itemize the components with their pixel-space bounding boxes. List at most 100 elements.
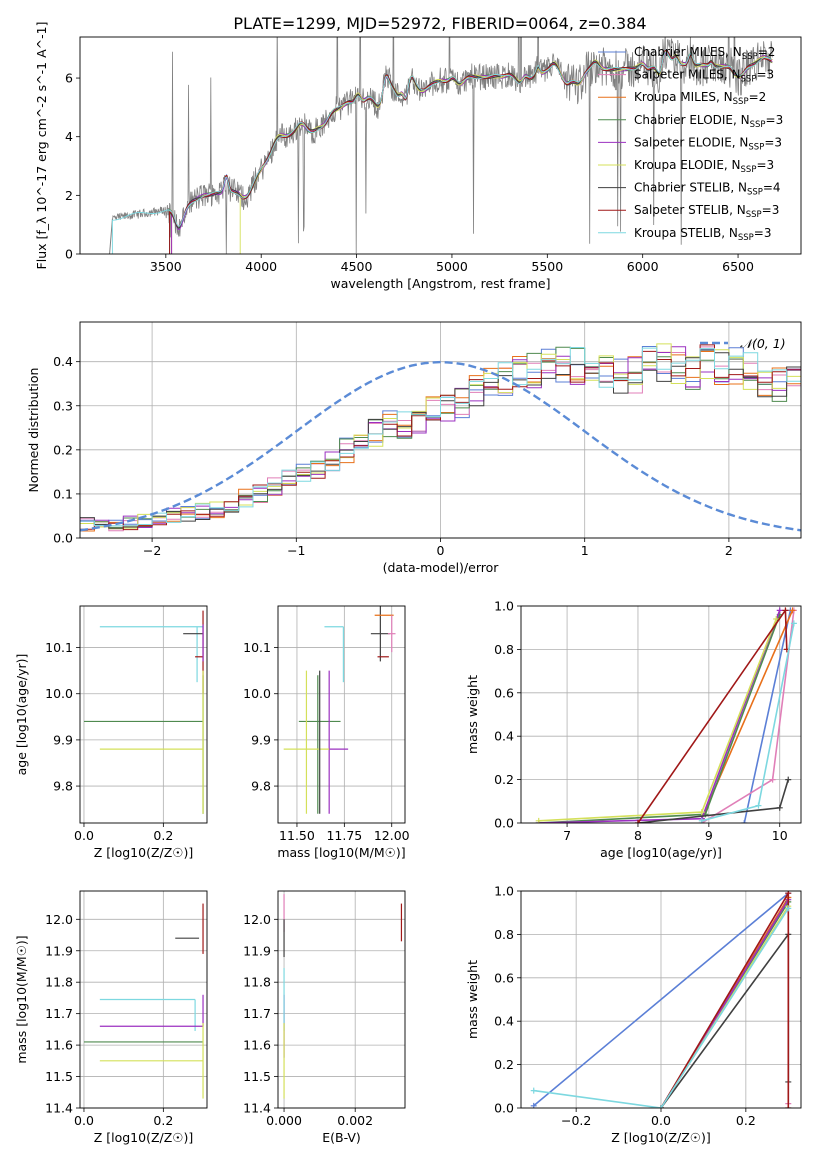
x-tick-label: 7 bbox=[563, 828, 571, 843]
errorbar-salpeter-stelib bbox=[195, 610, 204, 694]
y-tick-label: 6 bbox=[65, 71, 73, 86]
histogram-chabrier-miles bbox=[80, 346, 801, 538]
x-tick-label: 6000 bbox=[627, 259, 659, 274]
axes-frame bbox=[520, 605, 802, 824]
plot-area bbox=[80, 343, 801, 538]
y-tick-label: 0.1 bbox=[53, 486, 73, 501]
histogram-salpeter-miles bbox=[80, 346, 801, 538]
plot-area bbox=[530, 891, 792, 1108]
y-tick-label: 11.4 bbox=[243, 1101, 271, 1116]
errorbar-kroupa-elodie bbox=[99, 1023, 204, 1099]
y-tick-label: 12.0 bbox=[243, 912, 271, 927]
data-spectrum-edge bbox=[109, 218, 113, 254]
axes-frame bbox=[79, 890, 208, 1109]
errorbar-kroupa-elodie bbox=[283, 670, 330, 814]
y-tick-label: 0.2 bbox=[494, 1057, 514, 1072]
errorbar-chabrier-stelib bbox=[370, 606, 390, 662]
legend-entry: Chabrier MILES, NSSP=2 bbox=[634, 45, 775, 62]
y-tick-label: 9.9 bbox=[53, 732, 73, 747]
x-tick-label: 0.2 bbox=[736, 1113, 756, 1128]
model-line-kroupa-elodie bbox=[239, 50, 773, 254]
y-axis-label: Flux [f_λ 10^-17 erg cm^-2 s^-1 A^-1] bbox=[34, 22, 49, 270]
errorbar-salpeter-elodie bbox=[328, 670, 349, 814]
y-tick-label: 11.9 bbox=[243, 943, 271, 958]
weight-line-kroupa-stelib bbox=[698, 620, 797, 823]
legend-entry: Kroupa ELODIE, NSSP=3 bbox=[634, 158, 774, 175]
y-tick-label: 11.5 bbox=[45, 1069, 73, 1084]
y-tick-label: 0.0 bbox=[53, 531, 73, 546]
x-tick-label: −0.2 bbox=[561, 1113, 591, 1128]
x-tick-label: 12.00 bbox=[374, 828, 410, 843]
x-tick-label: 0.0 bbox=[74, 1113, 94, 1128]
errorbar-kroupa-stelib bbox=[99, 626, 204, 683]
y-tick-label: 11.6 bbox=[243, 1038, 271, 1053]
y-tick-label: 0.0 bbox=[494, 1101, 514, 1116]
y-tick-label: 0.8 bbox=[494, 927, 514, 942]
y-tick-label: 9.8 bbox=[53, 779, 73, 794]
x-tick-label: 0.002 bbox=[337, 1113, 373, 1128]
x-tick-label: 0.0 bbox=[651, 1113, 671, 1128]
y-tick-label: 0.4 bbox=[53, 354, 73, 369]
y-tick-label: 0.2 bbox=[494, 772, 514, 787]
y-tick-label: 2 bbox=[65, 188, 73, 203]
x-tick-label: 5000 bbox=[436, 259, 468, 274]
legend-entry: Chabrier STELIB, NSSP=4 bbox=[634, 181, 781, 198]
x-axis-label: Z [log10(Z/Z☉)] bbox=[94, 845, 194, 860]
x-tick-label: 0.0 bbox=[74, 828, 94, 843]
y-tick-label: 11.8 bbox=[243, 975, 271, 990]
plot-area bbox=[535, 607, 797, 823]
x-tick-label: 6500 bbox=[722, 259, 754, 274]
y-tick-label: 0.0 bbox=[494, 816, 514, 831]
figure-title: PLATE=1299, MJD=52972, FIBERID=0064, z=0… bbox=[233, 14, 646, 33]
y-tick-label: 1.0 bbox=[494, 599, 514, 614]
x-axis-label: mass [log10(M/M☉)] bbox=[277, 845, 405, 860]
y-tick-label: 4 bbox=[65, 129, 73, 144]
y-tick-label: 1.0 bbox=[494, 884, 514, 899]
x-axis-label: age [log10(age/yr)] bbox=[600, 845, 722, 860]
x-tick-label: 10 bbox=[772, 828, 788, 843]
x-tick-label: 4500 bbox=[341, 259, 373, 274]
model-line-kroupa-stelib bbox=[111, 51, 772, 254]
y-tick-label: 11.7 bbox=[45, 1006, 73, 1021]
y-tick-label: 9.8 bbox=[251, 779, 271, 794]
errorbar-kroupa-stelib bbox=[324, 626, 344, 683]
histogram-chabrier-stelib bbox=[80, 349, 801, 538]
normal-curve bbox=[80, 360, 801, 532]
errorbar-kroupa-elodie bbox=[99, 670, 204, 814]
plot-area bbox=[109, 37, 773, 254]
histogram-kroupa-stelib bbox=[80, 347, 801, 538]
x-tick-label: 0 bbox=[437, 543, 445, 558]
histogram-kroupa-miles bbox=[80, 351, 801, 538]
weight-line-kroupa-stelib bbox=[530, 905, 792, 1108]
y-axis-label: mass weight bbox=[465, 675, 480, 754]
plot-area bbox=[283, 606, 396, 814]
y-tick-label: 10.0 bbox=[243, 686, 271, 701]
y-axis-label: age [log10(age/yr)] bbox=[14, 654, 29, 776]
x-tick-label: 3500 bbox=[150, 259, 182, 274]
x-tick-label: 2 bbox=[725, 543, 733, 558]
legend-entry: Salpeter STELIB, NSSP=3 bbox=[634, 203, 779, 220]
panel-residuals: −2 −1 0 1 2 0.0 0.1 0.2 0.3 0.4 (data-model)/error… bbox=[26, 321, 802, 575]
model-line-salpeter-stelib bbox=[169, 49, 772, 254]
y-tick-label: 11.8 bbox=[45, 975, 73, 990]
axes-frame bbox=[79, 36, 802, 255]
x-tick-label: 11.50 bbox=[279, 828, 315, 843]
errorbar-salpeter-miles bbox=[387, 615, 396, 653]
axes-frame bbox=[79, 605, 208, 824]
y-tick-label: 11.4 bbox=[45, 1101, 73, 1116]
plot-area bbox=[83, 903, 204, 1099]
panel-spectrum: 3500 4000 4500 5000 5500 6000 6500 0 2 4 6 waveleng… bbox=[34, 22, 802, 291]
y-tick-label: 0 bbox=[65, 247, 73, 262]
x-tick-label: 11.75 bbox=[326, 828, 362, 843]
x-tick-label: 4000 bbox=[245, 259, 277, 274]
histogram-salpeter-stelib bbox=[80, 344, 801, 538]
errorbar-salpeter-elodie bbox=[99, 994, 204, 1027]
panel-weight_vs_age: 7 8 9 10 0.0 0.2 0.4 0.6 0.8 1.0 age [log10(age/yr… bbox=[465, 599, 802, 860]
x-tick-label: 9 bbox=[705, 828, 713, 843]
x-tick-label: 0.2 bbox=[153, 828, 173, 843]
x-axis-label: E(B-V) bbox=[322, 1130, 361, 1145]
y-tick-label: 12.0 bbox=[45, 912, 73, 927]
y-axis-label: Normed distribution bbox=[26, 368, 41, 493]
y-tick-label: 11.5 bbox=[243, 1069, 271, 1084]
